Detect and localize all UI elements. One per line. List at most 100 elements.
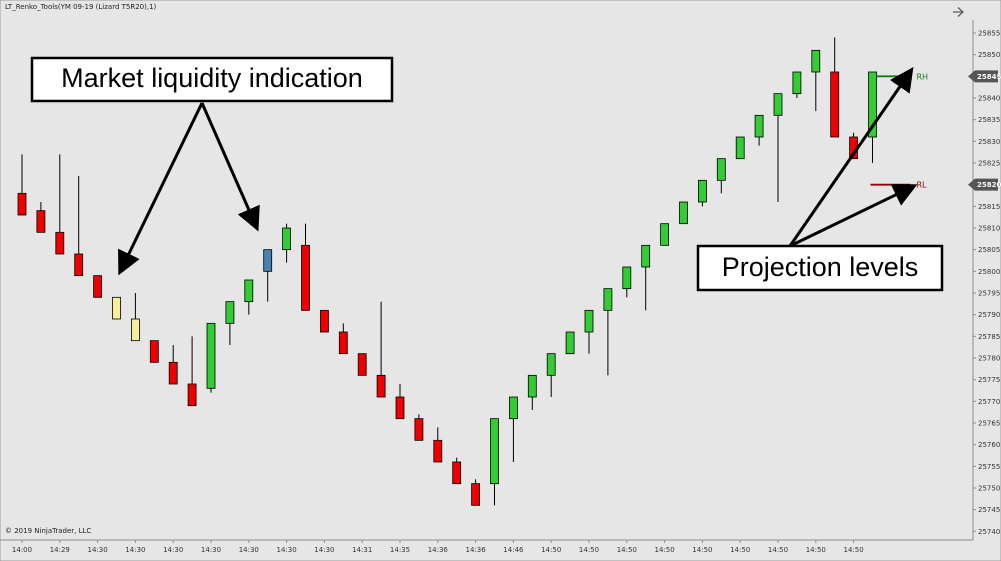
price-tick-label: 25755 [978, 463, 1000, 471]
renko-brick [565, 331, 575, 355]
projection-callout: Projection levels [696, 244, 944, 292]
price-tick-label: 25815 [978, 203, 1000, 211]
renko-brick [225, 301, 235, 324]
renko-brick [603, 288, 613, 311]
renko-brick [735, 136, 745, 160]
time-tick-label: 14:30 [314, 546, 334, 554]
renko-brick [319, 309, 329, 333]
price-tick-label: 25830 [978, 138, 1000, 146]
price-tick-label: 25795 [978, 290, 1000, 298]
time-tick-label: 14:30 [277, 546, 297, 554]
annotation-arrows [118, 67, 918, 276]
level-rl-label: RL [917, 181, 928, 190]
renko-brick [584, 309, 594, 333]
time-axis: 14:00 14:29 14:30 14:30 14:30 14:30 14:30 14:30… [12, 540, 864, 554]
price-tick-label: 25805 [978, 246, 1000, 254]
renko-brick [17, 192, 27, 216]
time-tick-label: 14:50 [541, 546, 561, 554]
liquidity-arrow-right [200, 102, 260, 232]
price-markers: 25845 25820 [968, 70, 1001, 191]
renko-brick [282, 227, 292, 251]
renko-brick [376, 374, 386, 398]
renko-brick [36, 210, 46, 233]
time-tick-label: 14:30 [239, 546, 259, 554]
time-tick-label: 14:29 [50, 546, 70, 554]
price-tick-label: 25765 [978, 420, 1000, 428]
arrow-right-icon[interactable] [950, 4, 966, 20]
renko-brick [452, 461, 462, 485]
price-axis: 25740 25745 25750 25755 25760 25765 25770 25775… [973, 30, 1000, 536]
price-tick-label: 25770 [978, 398, 1000, 406]
renko-brick [414, 418, 424, 441]
renko-brick [93, 275, 102, 298]
time-tick-label: 14:50 [768, 546, 788, 554]
price-tick-label: 25835 [978, 116, 1000, 124]
renko-brick [622, 266, 632, 290]
renko-brick [546, 353, 556, 376]
renko-brick [244, 279, 254, 303]
time-tick-label: 14:36 [428, 546, 449, 554]
chart-title: LT_Renko_Tools(YM 09-19 (Lizard T5R20),1… [5, 3, 157, 11]
renko-brick [679, 201, 688, 225]
price-tick-label: 25855 [978, 30, 1000, 38]
renko-brick [395, 396, 405, 420]
projection-arrow-rl [789, 184, 918, 248]
projection-callout-text: Projection levels [722, 252, 919, 282]
time-tick-label: 14:30 [163, 546, 183, 554]
renko-brick [660, 223, 669, 246]
time-tick-label: 14:31 [352, 546, 372, 554]
renko-brick [206, 322, 216, 389]
renko-brick [811, 49, 821, 73]
projection-callout-box [696, 244, 944, 292]
liquidity-callout: Market liquidity indication [30, 56, 394, 103]
time-tick-label: 14:50 [655, 546, 675, 554]
renko-brick [74, 253, 84, 277]
liquidity-callout-text: Market liquidity indication [61, 63, 363, 93]
time-tick-label: 14:50 [730, 546, 750, 554]
time-tick-label: 14:30 [88, 546, 108, 554]
liquidity-arrow-left [118, 102, 204, 276]
price-tick-label: 25760 [978, 441, 1000, 449]
price-tick-label: 25840 [978, 95, 1000, 103]
renko-brick [357, 353, 367, 376]
price-tick-label: 25825 [978, 160, 1000, 168]
time-tick-label: 14:50 [806, 546, 826, 554]
price-tick-label: 25810 [978, 225, 1000, 233]
price-tick-label: 25750 [978, 485, 1000, 493]
price-tick-label: 25780 [978, 355, 1000, 363]
renko-brick [55, 231, 65, 255]
level-rh-label: RH [917, 72, 929, 81]
renko-brick [187, 383, 197, 407]
renko-brick [433, 439, 443, 463]
price-tick-label: 25745 [978, 506, 1000, 514]
price-marker-flag [968, 178, 998, 191]
renko-brick [168, 361, 178, 385]
time-tick-label: 14:50 [579, 546, 599, 554]
renko-brick [471, 483, 481, 506]
time-tick-label: 14:36 [466, 546, 487, 554]
price-tick-label: 25775 [978, 376, 1000, 384]
copyright-text: © 2019 NinjaTrader, LLC [5, 527, 91, 535]
price-marker-flag [968, 70, 998, 83]
projection-arrow-rh [788, 67, 914, 247]
price-tick-label: 25785 [978, 333, 1000, 341]
renko-brick [773, 93, 783, 116]
renko-brick [754, 114, 764, 138]
time-tick-label: 14:30 [201, 546, 221, 554]
renko-brick [149, 340, 159, 363]
renko-brick [338, 331, 348, 355]
renko-brick [792, 71, 802, 95]
time-tick-label: 14:50 [844, 546, 864, 554]
renko-brick [112, 296, 121, 320]
renko-brick [301, 244, 310, 311]
renko-brick [130, 318, 140, 342]
price-marker-label: 25845 [977, 73, 1001, 81]
price-tick-label: 25800 [978, 268, 1000, 276]
renko-brick [698, 179, 707, 203]
time-tick-label: 14:00 [12, 546, 32, 554]
time-tick-label: 14:30 [125, 546, 145, 554]
price-tick-label: 25790 [978, 311, 1000, 319]
renko-brick [641, 244, 651, 268]
renko-brick [716, 158, 726, 181]
